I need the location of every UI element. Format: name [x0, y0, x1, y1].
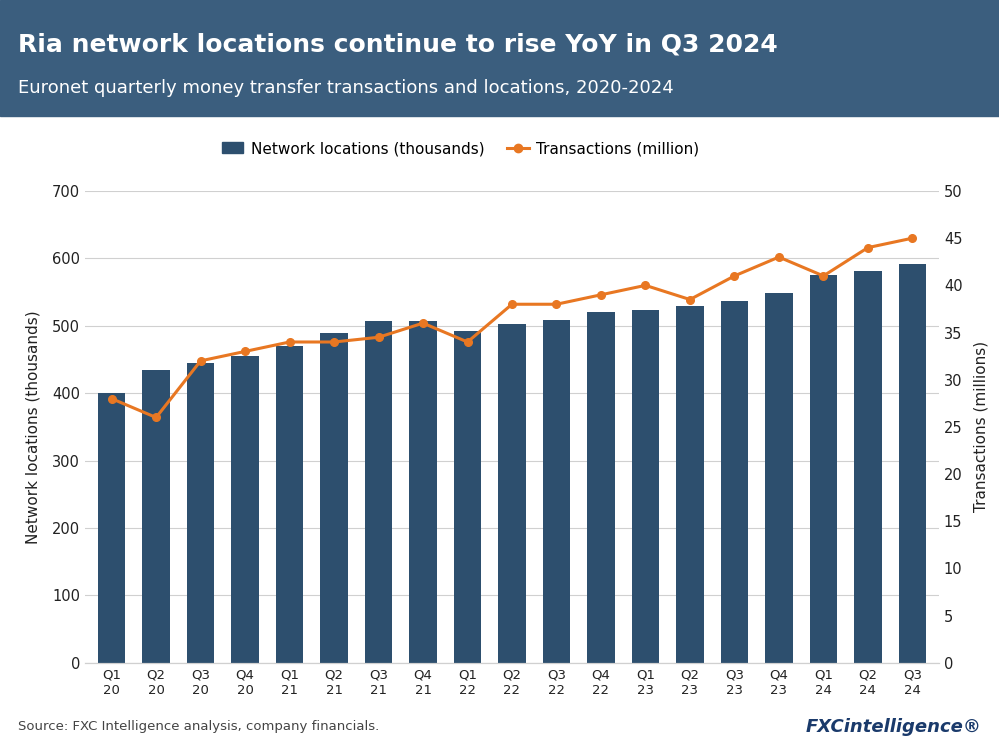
Text: Source: FXC Intelligence analysis, company financials.: Source: FXC Intelligence analysis, compa…: [18, 720, 380, 733]
Y-axis label: Transactions (millions): Transactions (millions): [974, 342, 989, 512]
Bar: [365, 321, 393, 663]
Bar: [676, 306, 703, 663]
Bar: [720, 301, 748, 663]
Text: Euronet quarterly money transfer transactions and locations, 2020-2024: Euronet quarterly money transfer transac…: [18, 79, 673, 97]
Y-axis label: Network locations (thousands): Network locations (thousands): [26, 310, 41, 544]
Bar: [854, 270, 882, 663]
Bar: [321, 333, 348, 663]
Bar: [765, 294, 792, 663]
Bar: [898, 264, 926, 663]
Bar: [142, 370, 170, 663]
Bar: [276, 346, 304, 663]
Bar: [232, 357, 259, 663]
Text: Ria network locations continue to rise YoY in Q3 2024: Ria network locations continue to rise Y…: [18, 33, 778, 57]
Bar: [631, 310, 659, 663]
Bar: [187, 363, 215, 663]
Bar: [499, 324, 525, 663]
Bar: [98, 393, 126, 663]
Bar: [542, 321, 570, 663]
Bar: [454, 331, 482, 663]
Bar: [809, 276, 837, 663]
Bar: [410, 321, 437, 663]
Legend: Network locations (thousands), Transactions (million): Network locations (thousands), Transacti…: [216, 135, 705, 162]
Bar: [587, 312, 614, 663]
Text: FXCintelligence®: FXCintelligence®: [805, 718, 981, 736]
